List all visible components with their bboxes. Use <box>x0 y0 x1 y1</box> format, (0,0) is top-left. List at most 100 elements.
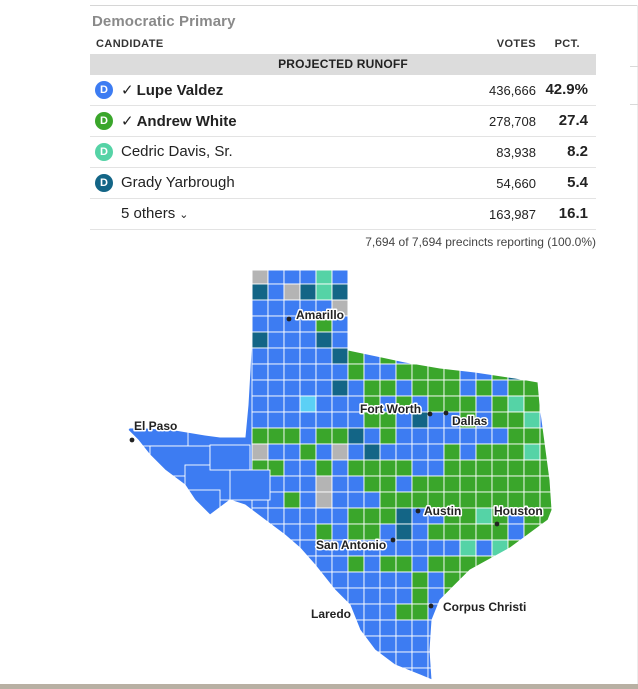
county-cell <box>251 443 269 461</box>
county-cell <box>443 443 461 461</box>
county-cell <box>395 270 413 285</box>
county-cell <box>491 443 509 461</box>
county-cell <box>539 379 552 397</box>
county-cell <box>443 363 461 381</box>
county-cell <box>523 651 541 669</box>
county-cell <box>331 619 349 637</box>
county-cell <box>299 411 317 429</box>
city-label: San Antonio <box>316 538 386 552</box>
party-badge: D <box>95 143 113 161</box>
city-label: Dallas <box>452 414 488 428</box>
city-dot <box>428 603 434 609</box>
pct-column-header: PCT. <box>554 38 580 50</box>
county-cell <box>251 395 269 413</box>
county-cell <box>283 491 301 509</box>
county-cell <box>379 427 397 445</box>
county-cell <box>523 347 541 365</box>
county-cell <box>251 331 269 349</box>
county-cell <box>379 363 397 381</box>
county-cell <box>283 411 301 429</box>
county-cell <box>395 299 413 317</box>
candidate-votes: 436,666 <box>489 83 536 98</box>
county-cell <box>427 523 445 541</box>
county-cell <box>128 635 151 653</box>
county-cell <box>443 270 461 285</box>
candidate-row: D Grady Yarbrough 54,660 5.4 <box>90 168 596 199</box>
county-cell <box>507 667 525 680</box>
county-cell <box>491 379 509 397</box>
party-badge: D <box>95 112 113 130</box>
county-cell <box>299 635 317 653</box>
county-cell <box>491 331 509 349</box>
county-cell <box>427 427 445 445</box>
county-cell <box>411 555 429 573</box>
city-label: Corpus Christi <box>443 600 526 614</box>
county-cell <box>539 395 552 413</box>
county-cell <box>427 667 445 680</box>
county-cell <box>475 507 493 525</box>
others-toggle[interactable]: 5 others ⌄ <box>121 205 189 222</box>
county-cell <box>128 459 151 477</box>
county-cell <box>347 635 365 653</box>
county-cell <box>267 619 285 637</box>
city-dot <box>443 410 449 416</box>
county-cell <box>347 507 365 525</box>
county-cell <box>395 555 413 573</box>
county-cell <box>459 299 477 317</box>
county-cell <box>379 619 397 637</box>
county-cell <box>539 523 552 541</box>
county-cell <box>283 587 301 605</box>
top-rule <box>90 5 638 6</box>
county-cell <box>379 635 397 653</box>
county-cell <box>443 619 461 637</box>
county-cell <box>299 331 317 349</box>
county-cell <box>539 539 552 557</box>
county-cell <box>556 316 572 332</box>
county-cell <box>556 412 572 428</box>
county-cell <box>556 604 572 620</box>
county-cell <box>347 555 365 573</box>
county-cell <box>556 348 572 364</box>
county-cell <box>363 459 381 477</box>
county-cell <box>491 411 509 429</box>
county-cell <box>379 299 397 317</box>
county-cell <box>507 619 525 637</box>
county-cell <box>251 539 269 557</box>
county-cell <box>299 667 317 680</box>
county-cell <box>523 315 541 333</box>
county-cell <box>411 315 429 333</box>
county-cell <box>507 555 525 573</box>
county-cell <box>539 651 552 669</box>
county-cell <box>556 284 572 300</box>
county-cell <box>251 347 269 365</box>
county-cell <box>283 539 301 557</box>
county-cell <box>347 379 365 397</box>
county-cell <box>556 380 572 396</box>
county-cell <box>331 379 349 397</box>
county-cell <box>427 571 445 589</box>
county-cell <box>427 475 445 493</box>
county-cell <box>379 315 397 333</box>
county-cell <box>491 299 509 317</box>
county-cell <box>299 651 317 669</box>
county-cell <box>331 331 349 349</box>
county-cell <box>331 667 349 680</box>
county-cell <box>491 555 509 573</box>
city-label: Houston <box>494 504 543 518</box>
county-cell <box>427 395 445 413</box>
county-cell <box>128 587 151 605</box>
county-cell <box>411 379 429 397</box>
county-cell <box>507 411 525 429</box>
county-cell <box>363 443 381 461</box>
county-cell <box>523 427 541 445</box>
county-cell <box>267 667 285 680</box>
county-cell <box>315 427 333 445</box>
county-cell <box>556 668 572 684</box>
city-label: Fort Worth <box>360 402 421 416</box>
county-cell <box>363 363 381 381</box>
county-cell <box>507 427 525 445</box>
county-cell <box>427 299 445 317</box>
candidate-votes: 54,660 <box>496 176 536 191</box>
county-cell <box>556 620 572 636</box>
others-row[interactable]: 5 others ⌄ 163,987 16.1 <box>90 199 596 230</box>
